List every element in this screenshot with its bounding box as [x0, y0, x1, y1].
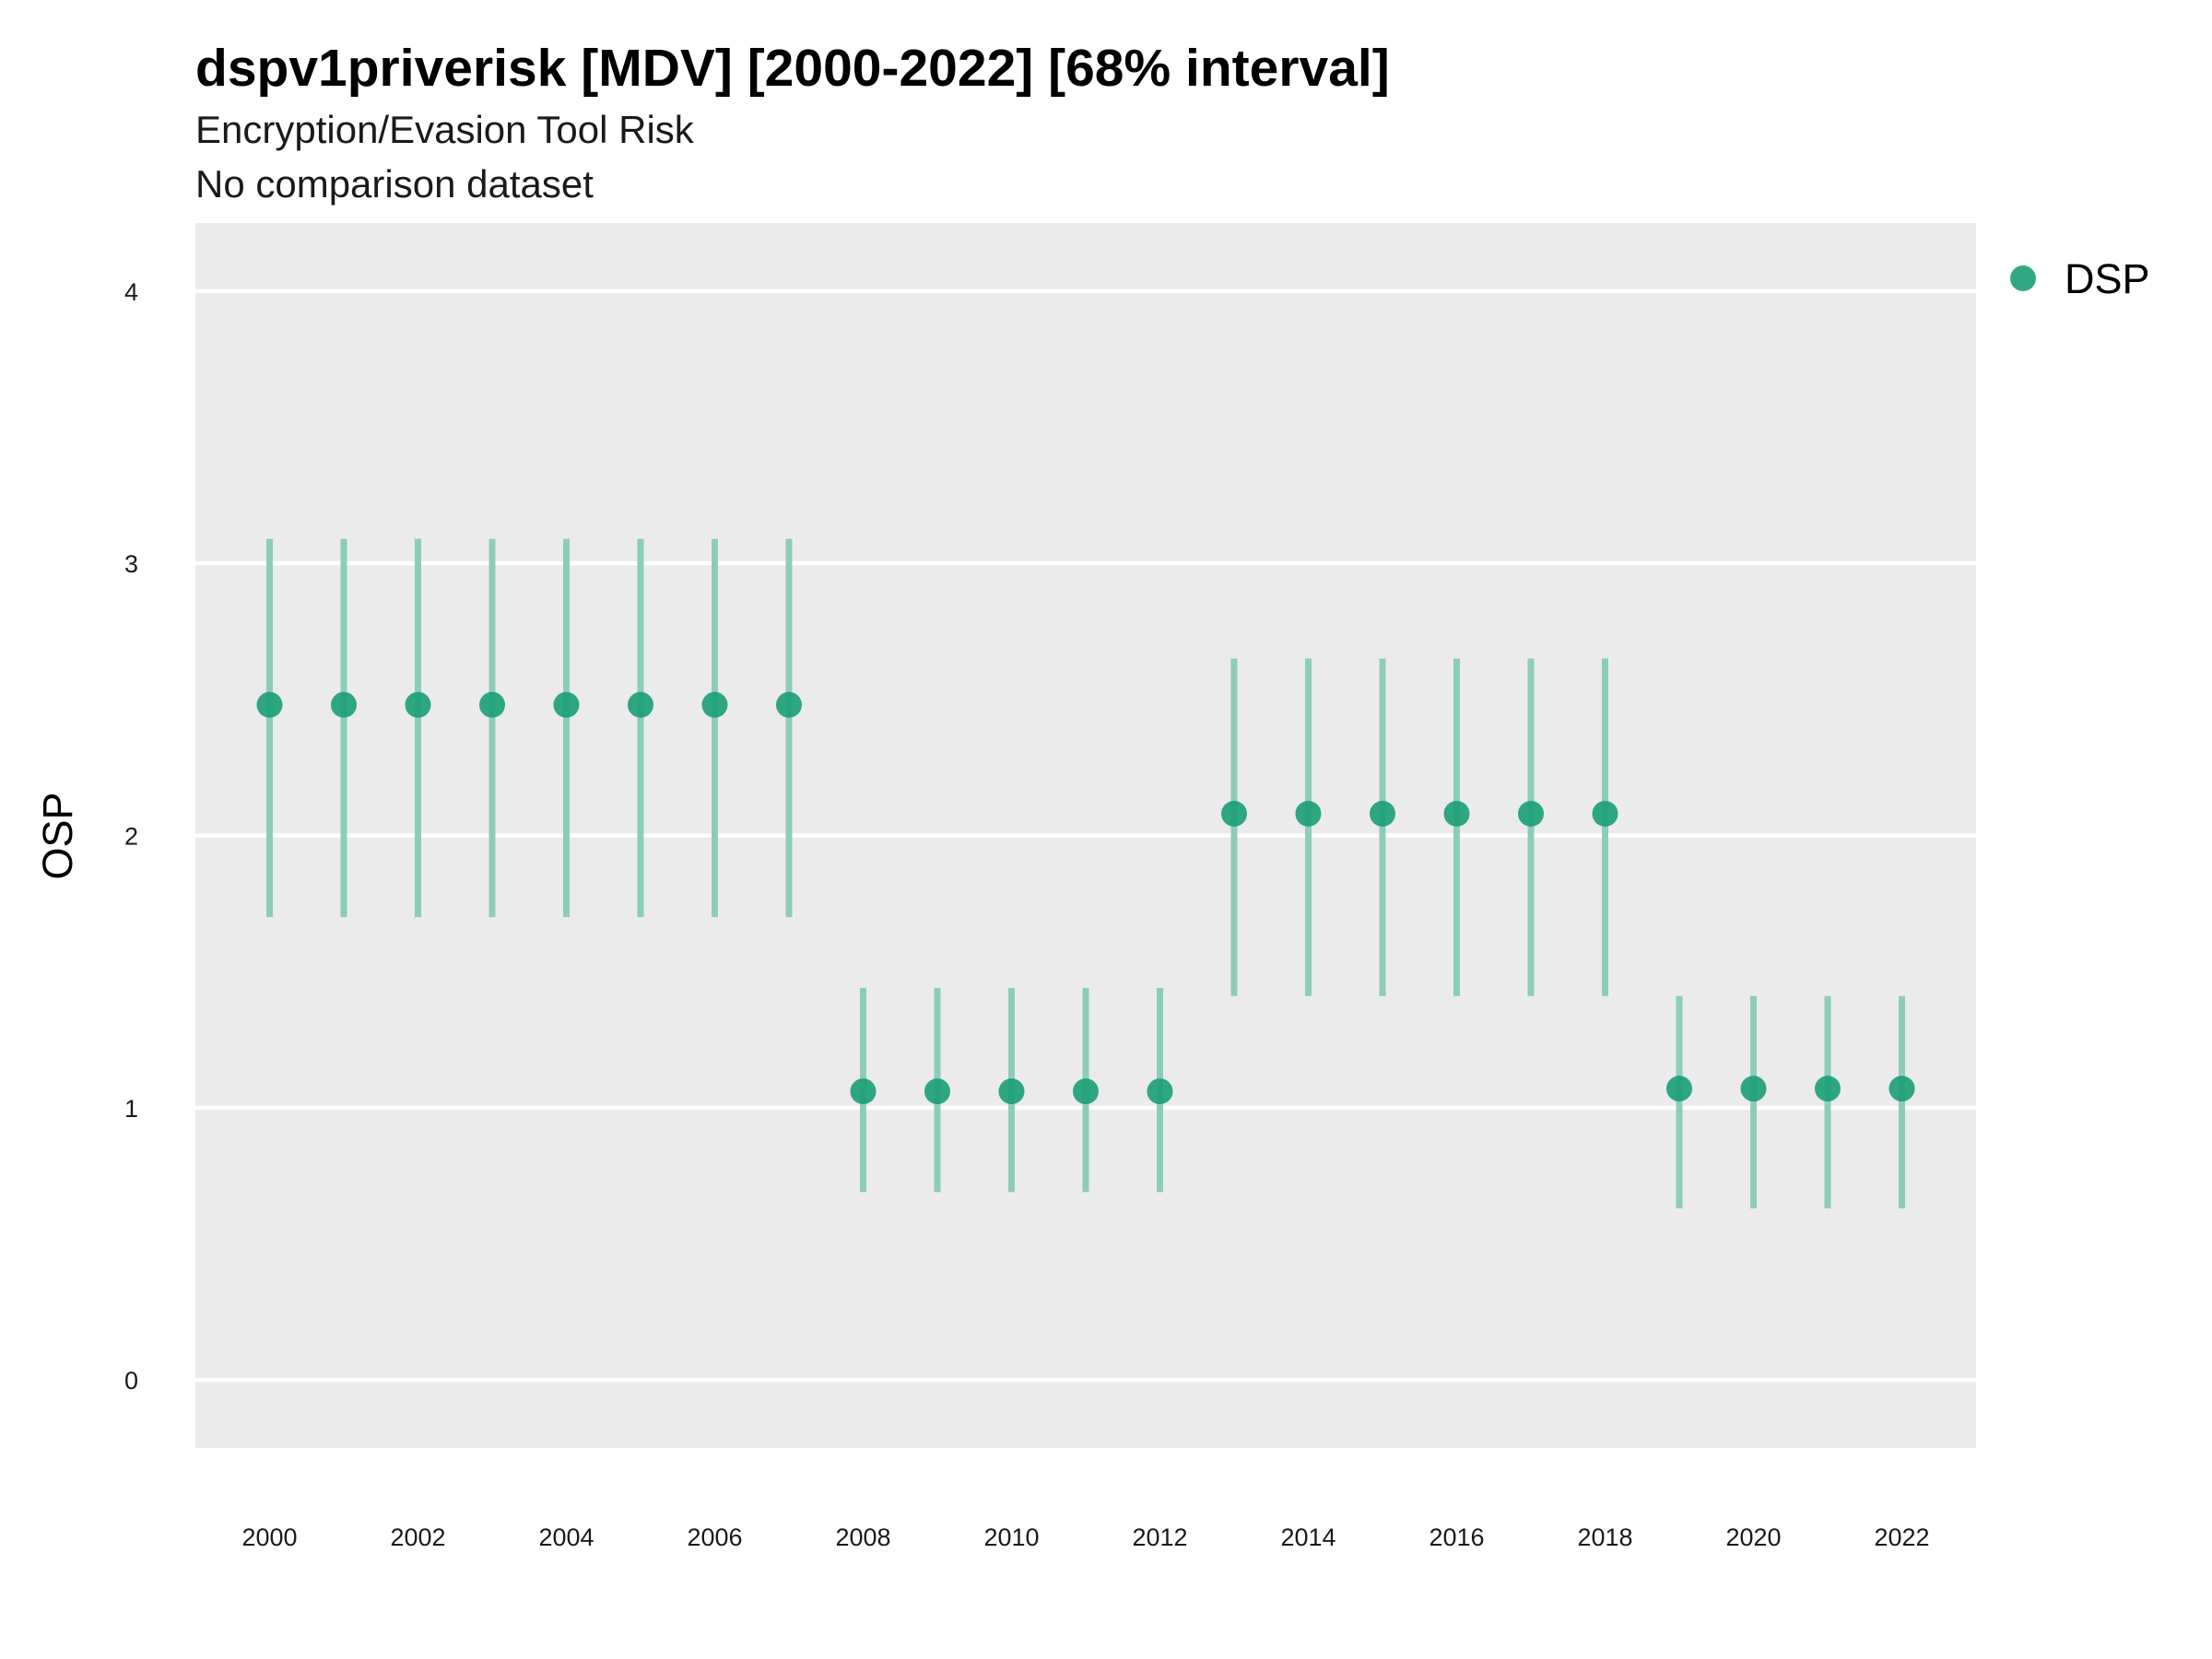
x-tick-label-2022: 2022 — [1874, 1524, 1929, 1551]
x-tick-label-2014: 2014 — [1280, 1524, 1335, 1551]
data-point-2022 — [1888, 1076, 1915, 1102]
data-point-2021 — [1815, 1076, 1841, 1102]
y-tick-label-2: 2 — [124, 823, 138, 851]
data-point-2000 — [256, 691, 283, 718]
data-point-2015 — [1370, 800, 1395, 827]
y-tick-label-1: 1 — [124, 1095, 138, 1123]
data-point-2016 — [1443, 800, 1470, 827]
data-points — [256, 691, 1915, 1105]
data-point-2019 — [1666, 1076, 1692, 1102]
data-point-2011 — [1073, 1078, 1099, 1105]
data-point-2018 — [1592, 800, 1618, 827]
legend-key-dsp — [2010, 265, 2036, 291]
y-axis-ticks: 0 1 2 3 4 — [124, 278, 138, 1394]
data-point-2009 — [924, 1078, 950, 1105]
x-tick-label-2012: 2012 — [1132, 1524, 1187, 1551]
x-tick-label-2006: 2006 — [687, 1524, 742, 1551]
data-point-2003 — [479, 691, 505, 718]
data-point-2008 — [850, 1078, 877, 1105]
data-point-2014 — [1295, 800, 1322, 827]
x-axis-ticks: 2000 2002 2004 2006 2008 2010 2012 2014 2016 2018… — [241, 1524, 1929, 1551]
data-point-2007 — [776, 691, 802, 718]
data-point-2017 — [1518, 800, 1544, 827]
x-tick-label-2010: 2010 — [983, 1524, 1039, 1551]
legend: DSP — [2010, 255, 2150, 302]
data-point-2001 — [331, 691, 357, 718]
chart-subtitle: Encryption/Evasion Tool Risk — [195, 108, 695, 151]
data-point-2010 — [998, 1078, 1025, 1105]
x-tick-label-2018: 2018 — [1577, 1524, 1632, 1551]
data-point-2004 — [553, 691, 580, 718]
y-tick-label-3: 3 — [124, 550, 138, 578]
x-tick-label-2002: 2002 — [390, 1524, 445, 1551]
x-tick-label-2016: 2016 — [1429, 1524, 1484, 1551]
legend-label-dsp: DSP — [2065, 255, 2150, 302]
data-point-2020 — [1740, 1076, 1767, 1102]
data-point-2013 — [1221, 800, 1247, 827]
y-tick-label-4: 4 — [124, 278, 138, 306]
x-tick-label-2004: 2004 — [538, 1524, 594, 1551]
data-point-2005 — [628, 691, 653, 718]
x-tick-label-2020: 2020 — [1725, 1524, 1781, 1551]
chart-subtitle-2: No comparison dataset — [195, 162, 594, 206]
data-point-2006 — [701, 691, 728, 718]
chart-title: dspv1priverisk [MDV] [2000-2022] [68% in… — [195, 39, 1390, 98]
x-tick-label-2000: 2000 — [241, 1524, 297, 1551]
x-tick-label-2008: 2008 — [835, 1524, 890, 1551]
data-point-2002 — [405, 691, 431, 718]
data-point-2012 — [1147, 1078, 1173, 1105]
y-axis-label: OSP — [34, 792, 81, 879]
y-tick-label-0: 0 — [124, 1367, 138, 1394]
